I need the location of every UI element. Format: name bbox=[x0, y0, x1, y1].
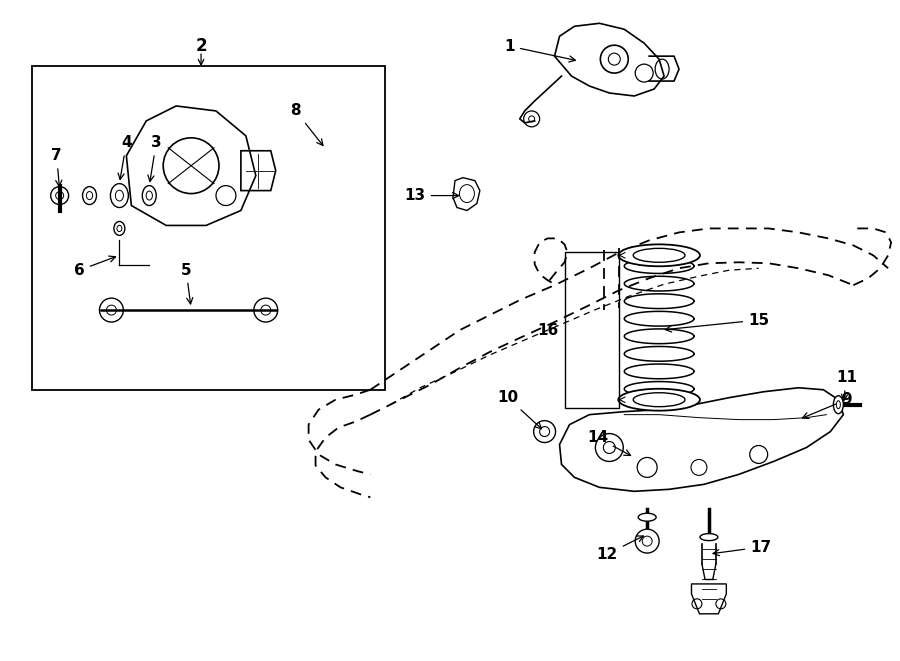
Text: 7: 7 bbox=[51, 148, 62, 186]
Text: 2: 2 bbox=[195, 37, 207, 56]
Text: 12: 12 bbox=[597, 536, 644, 562]
Text: 15: 15 bbox=[665, 313, 770, 332]
Text: 3: 3 bbox=[148, 136, 162, 182]
Ellipse shape bbox=[618, 245, 700, 266]
Ellipse shape bbox=[638, 513, 656, 521]
Text: 17: 17 bbox=[713, 539, 771, 556]
Text: 14: 14 bbox=[587, 430, 631, 455]
Circle shape bbox=[534, 420, 555, 442]
Text: 13: 13 bbox=[405, 188, 459, 203]
Text: 8: 8 bbox=[291, 103, 323, 145]
Ellipse shape bbox=[700, 533, 718, 541]
Circle shape bbox=[635, 529, 659, 553]
Text: 4: 4 bbox=[118, 136, 131, 180]
Text: 5: 5 bbox=[181, 263, 193, 304]
Text: 9: 9 bbox=[803, 392, 851, 418]
Text: 6: 6 bbox=[74, 256, 115, 278]
Bar bbox=[564, 253, 619, 408]
Ellipse shape bbox=[634, 249, 685, 262]
Text: 16: 16 bbox=[537, 323, 558, 338]
Ellipse shape bbox=[618, 389, 700, 410]
Bar bbox=[32, 66, 385, 390]
Text: 10: 10 bbox=[497, 390, 542, 429]
Text: 11: 11 bbox=[836, 370, 857, 401]
Ellipse shape bbox=[833, 396, 843, 414]
Text: 1: 1 bbox=[505, 39, 575, 62]
Ellipse shape bbox=[634, 393, 685, 407]
